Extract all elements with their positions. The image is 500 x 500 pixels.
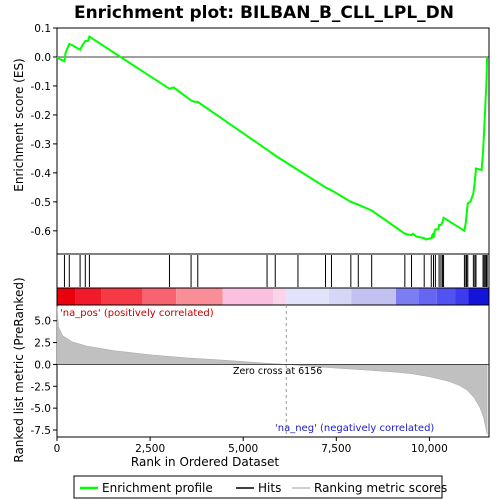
hit-markers (63, 255, 488, 287)
x-tick-label: 0 (54, 443, 61, 455)
metric-tick-label: 5.0 (34, 316, 51, 328)
es-panel (56, 27, 490, 255)
heatmap-segment (328, 288, 352, 305)
heatmap-segment (176, 288, 223, 305)
metric-tick-label: -5.0 (31, 403, 52, 415)
legend-label-enrichment: Enrichment profile (102, 481, 213, 495)
heatmap-segment (395, 288, 419, 305)
heatmap-segment (455, 288, 469, 305)
legend: Enrichment profile Hits Ranking metric s… (73, 475, 447, 499)
legend-label-metric: Ranking metric scores (314, 481, 447, 495)
legend-label-hits: Hits (258, 481, 281, 495)
x-axis: 0 2,500 5,000 7,500 10,000 (54, 437, 448, 455)
rank-heatmap (57, 288, 489, 305)
es-tick-label: -0.6 (31, 226, 52, 238)
x-tick-label: 2,500 (135, 443, 165, 455)
es-tick-label: 0.0 (34, 52, 51, 64)
heatmap-segment (468, 288, 489, 305)
es-tick-label: -0.1 (31, 81, 52, 93)
x-tick-label: 5,000 (228, 443, 258, 455)
neg-annotation: 'na_neg' (negatively correlated) (275, 423, 434, 434)
heatmap-segment (273, 288, 287, 305)
metric-area (56, 306, 488, 435)
x-tick-label: 10,000 (411, 443, 448, 455)
es-axis: 0.1 0.0 -0.1 -0.2 -0.3 -0.4 -0.5 -0.6 (31, 23, 57, 238)
pos-annotation: 'na_pos' (positively correlated) (60, 308, 214, 319)
zero-cross-annotation: Zero cross at 6156 (233, 366, 322, 377)
metric-tick-label: 2.5 (34, 338, 51, 350)
metric-axis: 5.0 2.5 0.0 -2.5 -5.0 -7.5 (31, 316, 57, 437)
es-y-label: Enrichment score (ES) (12, 58, 26, 191)
legend-box (73, 475, 443, 499)
heatmap-segment (436, 288, 456, 305)
hits-panel (56, 253, 490, 289)
heatmap-segment (57, 288, 76, 305)
heatmap-segment (142, 288, 177, 305)
es-tick-label: -0.5 (31, 197, 52, 209)
metric-tick-label: 0.0 (34, 359, 51, 371)
es-profile-line (56, 35, 489, 241)
es-tick-label: -0.4 (31, 168, 52, 180)
x-axis-label: Rank in Ordered Dataset (131, 455, 279, 469)
metric-tick-label: -2.5 (31, 381, 52, 393)
heatmap-segment (351, 288, 396, 305)
heatmap-segment (418, 288, 437, 305)
x-tick-label: 7,500 (321, 443, 351, 455)
metric-y-label: Ranked list metric (PreRanked) (12, 277, 26, 462)
es-tick-label: -0.2 (31, 110, 52, 122)
heatmap-segment (286, 288, 329, 305)
heatmap-segment (101, 288, 143, 305)
es-tick-label: -0.3 (31, 139, 52, 151)
heatmap-segment (222, 288, 273, 305)
es-tick-label: 0.1 (34, 23, 51, 35)
metric-tick-label: -7.5 (31, 425, 52, 437)
heatmap-segment (75, 288, 102, 305)
chart-title: Enrichment plot: BILBAN_B_CLL_LPL_DN (74, 3, 454, 23)
